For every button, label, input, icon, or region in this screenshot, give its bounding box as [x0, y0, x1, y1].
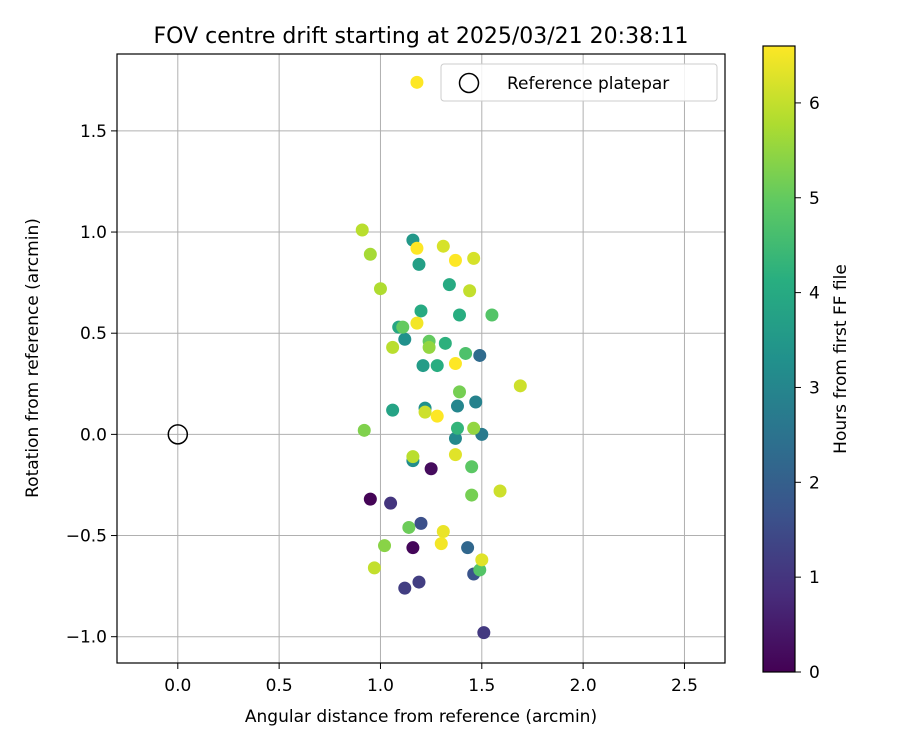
- y-tick-label: 1.5: [80, 122, 107, 142]
- data-point: [414, 304, 428, 318]
- x-tick-label: 0.0: [164, 676, 191, 696]
- data-point: [467, 251, 481, 265]
- data-point: [477, 626, 491, 640]
- data-point: [410, 316, 424, 330]
- data-point: [396, 320, 410, 334]
- data-point: [438, 336, 452, 350]
- chart-title: FOV centre drift starting at 2025/03/21 …: [154, 24, 689, 49]
- y-tick-label: −0.5: [66, 527, 107, 547]
- data-point: [384, 496, 398, 510]
- data-point: [436, 524, 450, 538]
- data-point: [448, 253, 462, 267]
- data-point: [414, 516, 428, 530]
- legend-hollow-circle-icon: [458, 72, 480, 94]
- x-tick-label: 1.0: [367, 676, 394, 696]
- data-point: [363, 247, 377, 261]
- data-point: [363, 492, 377, 506]
- data-point: [424, 462, 438, 476]
- data-point: [410, 241, 424, 255]
- colorbar-tick-label: 6: [809, 94, 820, 114]
- data-point: [473, 348, 487, 362]
- data-point: [412, 257, 426, 271]
- data-point: [430, 359, 444, 373]
- x-axis-label: Angular distance from reference (arcmin): [245, 707, 597, 727]
- data-point: [475, 553, 489, 567]
- y-axis-ticks: −1.0 −0.5 0.0 0.5 1.0 1.5: [66, 122, 117, 648]
- grid: [117, 54, 725, 663]
- data-point: [398, 332, 412, 346]
- data-point: [398, 581, 412, 595]
- legend-entry-label: Reference platepar: [507, 74, 669, 94]
- colorbar-gradient: [762, 45, 796, 673]
- reference-platepar-marker: [167, 424, 189, 445]
- colorbar-tick-label: 1: [809, 568, 820, 588]
- data-point: [467, 421, 481, 435]
- data-point: [463, 284, 477, 298]
- data-point: [448, 448, 462, 462]
- data-point: [430, 409, 444, 423]
- data-point: [402, 520, 416, 534]
- data-point: [378, 539, 392, 553]
- data-point: [469, 395, 483, 409]
- data-point: [422, 340, 436, 354]
- data-point: [465, 488, 479, 502]
- x-tick-label: 1.5: [468, 676, 495, 696]
- data-point: [448, 431, 462, 445]
- x-tick-label: 2.5: [671, 676, 698, 696]
- data-point: [418, 405, 432, 419]
- x-axis-ticks: 0.0 0.5 1.0 1.5 2.0 2.5: [164, 663, 698, 696]
- plot-frame: [116, 53, 726, 664]
- data-point: [459, 346, 473, 360]
- y-tick-label: 1.0: [80, 223, 107, 243]
- data-point: [442, 278, 456, 292]
- x-tick-label: 2.0: [570, 676, 597, 696]
- data-point: [450, 421, 464, 435]
- legend-box: [440, 63, 718, 102]
- data-point: [373, 282, 387, 296]
- y-axis-label: Rotation from reference (arcmin): [23, 218, 43, 498]
- data-point: [450, 399, 464, 413]
- y-tick-label: 0.0: [80, 425, 107, 445]
- data-point: [406, 450, 420, 464]
- data-point: [436, 239, 450, 253]
- data-point: [485, 308, 499, 322]
- data-points: [355, 75, 527, 640]
- data-point: [453, 385, 467, 399]
- data-point: [416, 359, 430, 373]
- data-point: [357, 423, 371, 437]
- data-point: [465, 460, 479, 474]
- data-point: [461, 541, 475, 555]
- colorbar-tick-label: 3: [809, 378, 820, 398]
- data-point: [513, 379, 527, 393]
- data-point: [448, 357, 462, 371]
- data-point: [473, 563, 487, 577]
- y-tick-label: −1.0: [66, 628, 107, 648]
- colorbar-label: Hours from first FF file: [831, 264, 851, 454]
- data-point: [453, 308, 467, 322]
- colorbar: 0 1 2 3 4 5 6 Hours from first FF file: [762, 45, 851, 683]
- data-point: [406, 541, 420, 555]
- data-point: [410, 75, 424, 89]
- data-point: [386, 340, 400, 354]
- colorbar-tick-label: 2: [809, 473, 820, 493]
- legend: Reference platepar: [440, 63, 718, 102]
- data-point: [434, 537, 448, 551]
- y-tick-label: 0.5: [80, 324, 107, 344]
- data-point: [355, 223, 369, 237]
- colorbar-tick-label: 4: [809, 284, 820, 304]
- data-point: [412, 575, 426, 589]
- colorbar-ticks: 0 1 2 3 4 5 6: [795, 94, 820, 683]
- x-tick-label: 0.5: [266, 676, 293, 696]
- colorbar-tick-label: 5: [809, 189, 820, 209]
- colorbar-tick-label: 0: [809, 663, 820, 683]
- data-point: [367, 561, 381, 575]
- data-point: [386, 403, 400, 417]
- data-point: [493, 484, 507, 498]
- plot-area: 0.0 0.5 1.0 1.5 2.0 2.5 −1.0 −0.5 0.0 0.5 1.0 1.5: [66, 53, 726, 696]
